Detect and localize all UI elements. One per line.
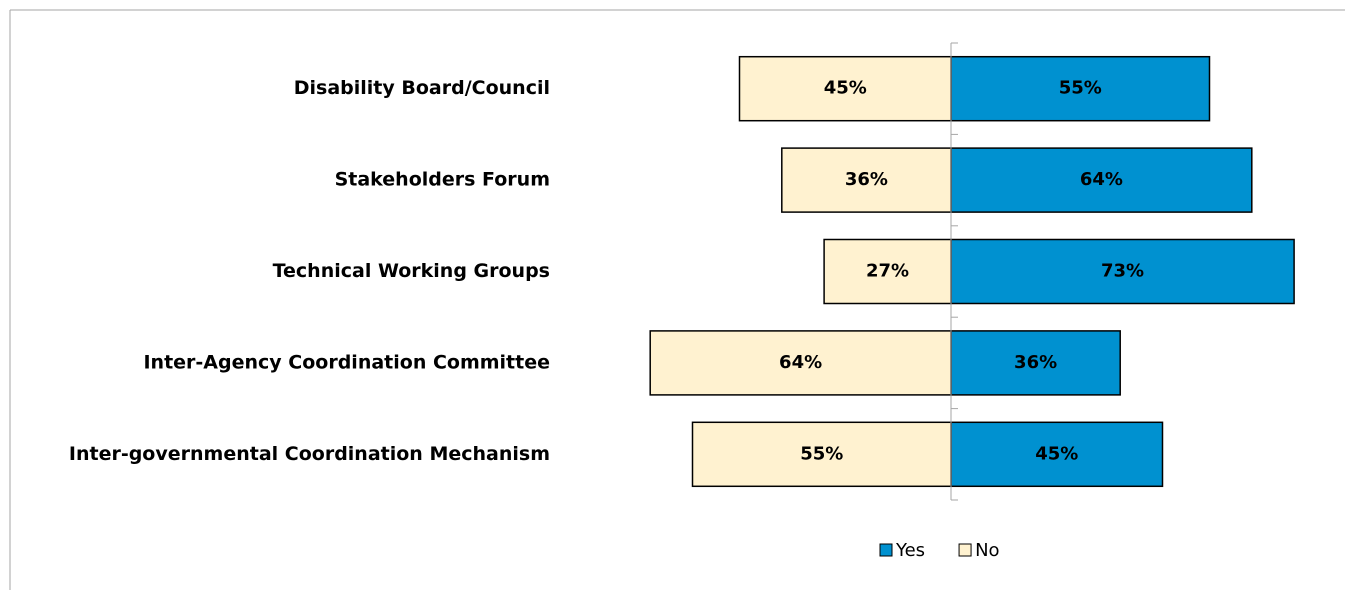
bar — [649, 330, 952, 396]
category-label: Inter-Agency Coordination Committee — [143, 351, 550, 373]
data-label: 55% — [800, 443, 843, 464]
bar — [950, 238, 1295, 305]
data-label: 73% — [1101, 261, 1144, 282]
data-label: 55% — [1059, 78, 1102, 99]
category-label: Inter-governmental Coordination Mechanis… — [69, 443, 550, 465]
bar — [950, 330, 1121, 396]
data-label: 45% — [824, 78, 867, 99]
bar — [950, 147, 1253, 213]
legend-label: No — [975, 540, 999, 561]
data-label: 36% — [845, 169, 888, 190]
bar — [950, 421, 1164, 488]
data-label: 27% — [866, 261, 909, 282]
bar — [823, 238, 952, 305]
data-label: 45% — [1035, 443, 1078, 464]
data-label: 64% — [779, 352, 822, 373]
data-label: 64% — [1080, 169, 1123, 190]
legend-swatch — [879, 543, 893, 557]
legend-swatch — [958, 543, 972, 557]
data-label: 36% — [1014, 352, 1057, 373]
category-label: Technical Working Groups — [273, 260, 550, 282]
bar — [738, 55, 952, 122]
category-label: Stakeholders Forum — [335, 169, 550, 191]
legend-label: Yes — [895, 540, 925, 561]
category-label: Disability Board/Council — [294, 77, 550, 99]
